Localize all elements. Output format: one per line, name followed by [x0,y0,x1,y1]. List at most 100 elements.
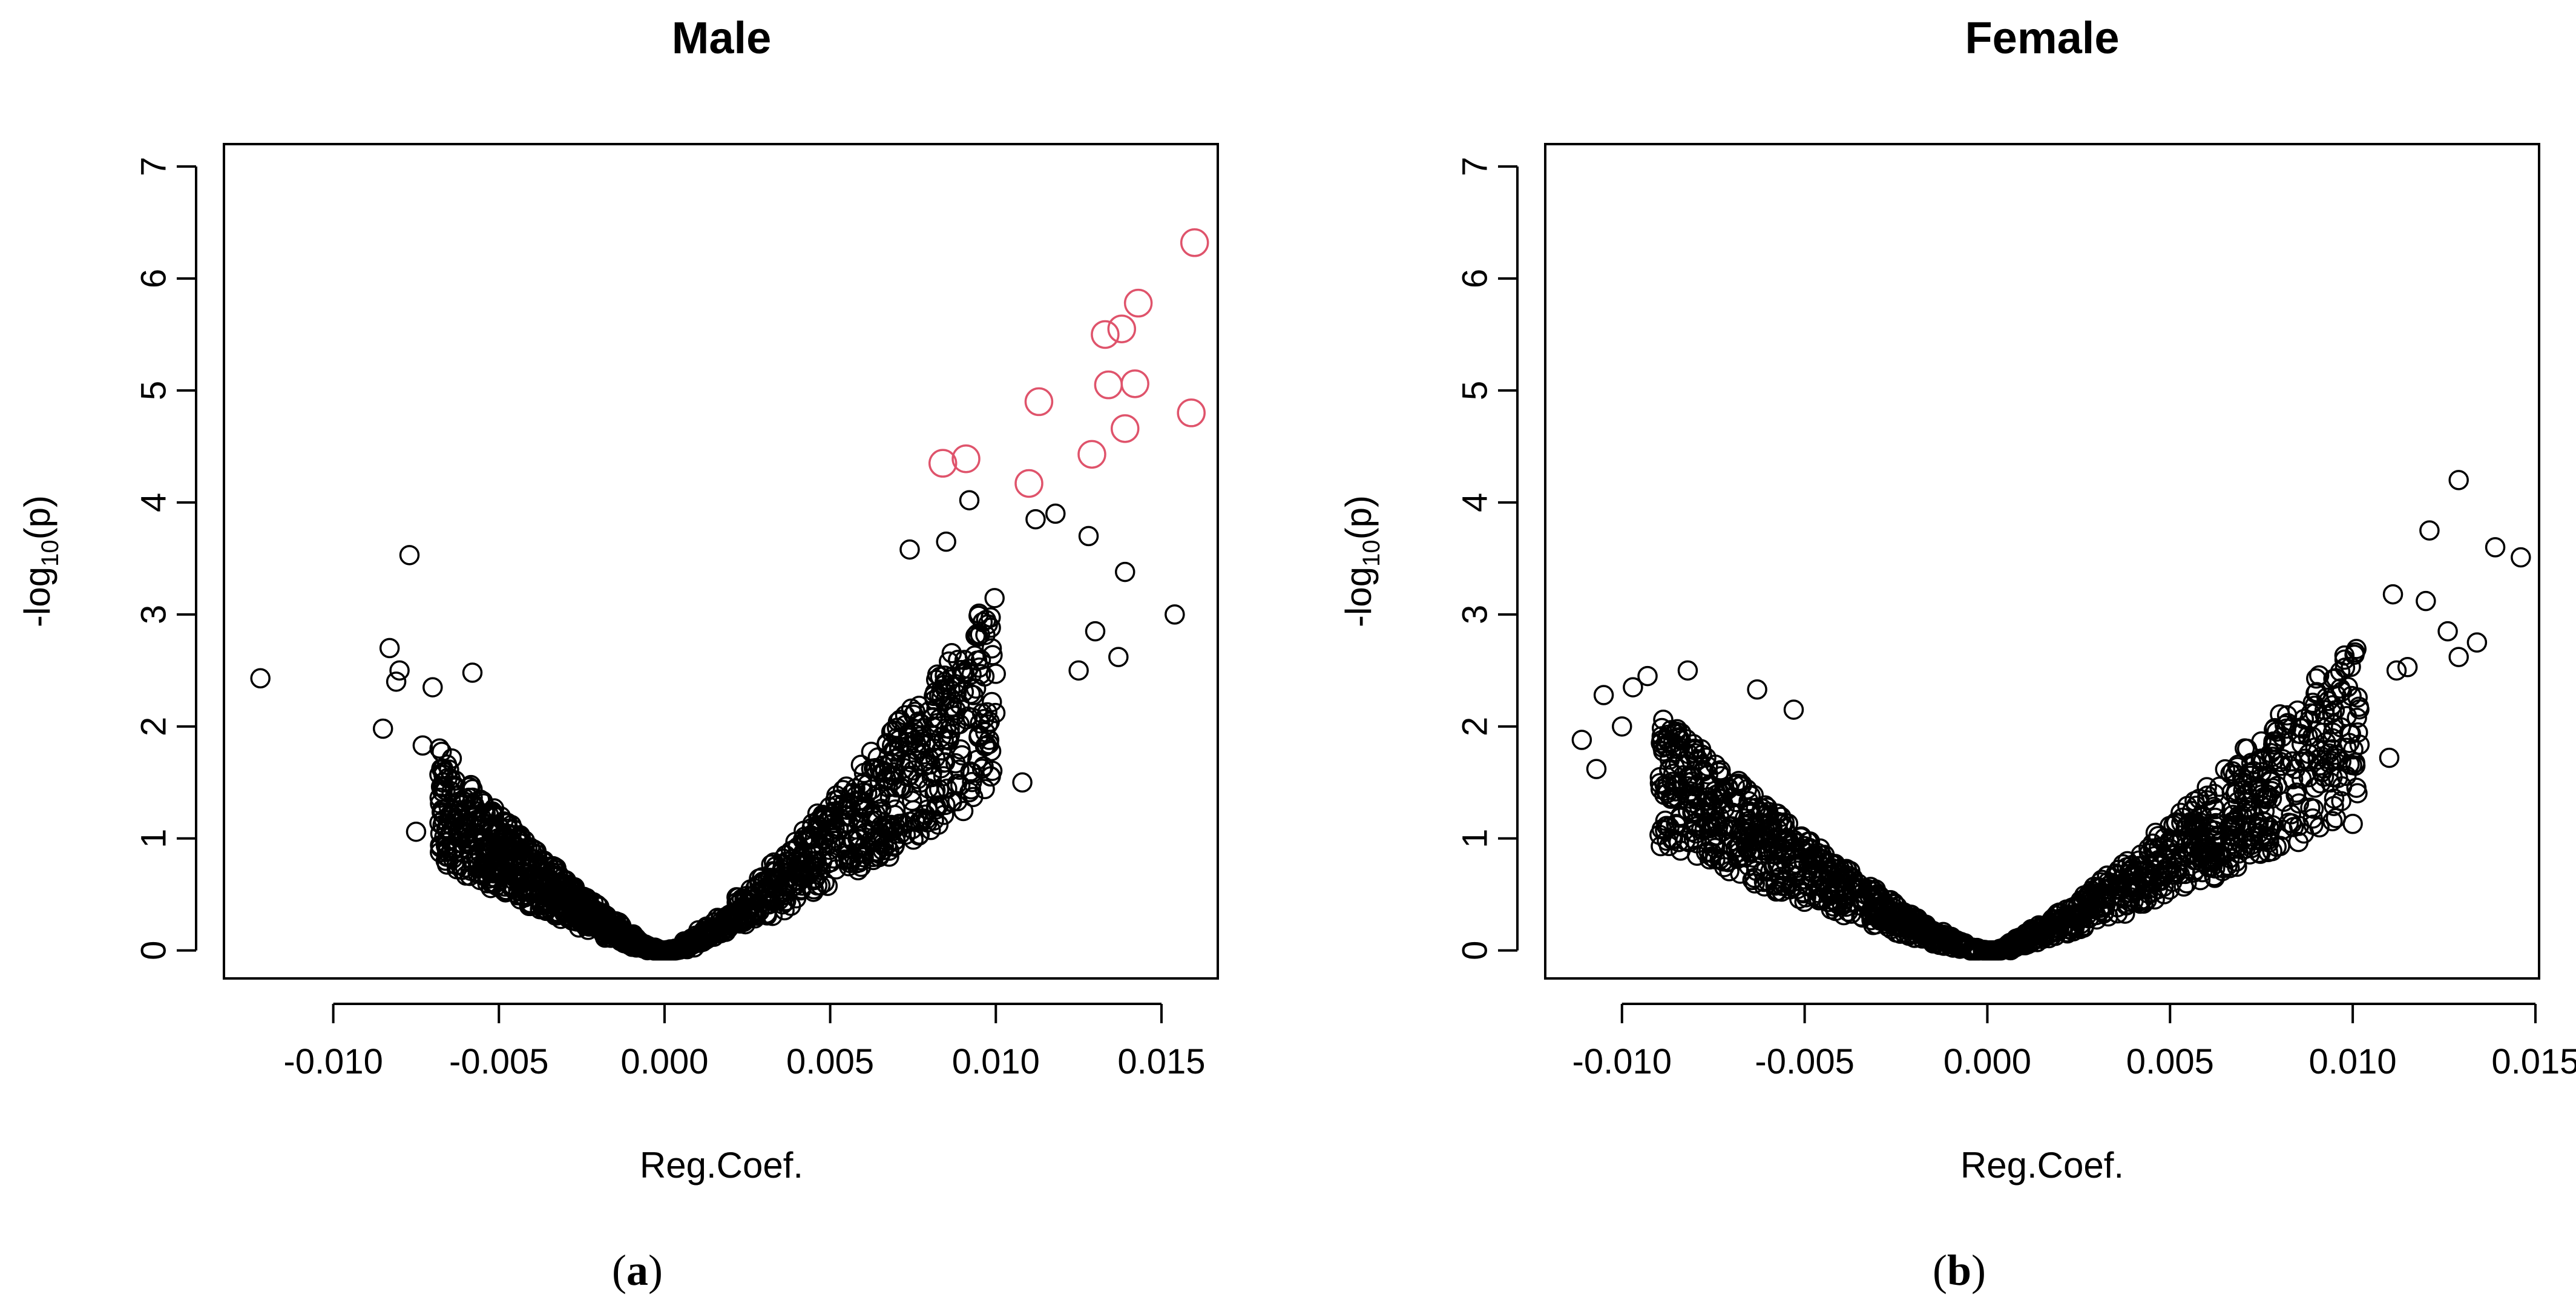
data-point [372,718,393,739]
y-tick-label: 0 [1456,941,1495,960]
data-point [2220,830,2241,851]
data-point [2252,825,2273,846]
data-point [936,531,956,552]
data-point [1180,228,1209,257]
x-axis: -0.010 -0.005 0.000 0.005 0.010 0.015 [283,1003,1206,1081]
y-tick-label: 5 [134,381,174,400]
data-point [1880,889,1901,911]
data-point [1680,788,1701,809]
data-point [861,779,882,800]
series-other [1571,470,2531,961]
data-point [379,638,400,659]
data-point [1024,387,1054,417]
data-point [781,840,801,862]
data-point [2309,817,2330,838]
data-point [2302,693,2324,713]
data-point [2341,685,2362,707]
data-point [960,761,981,782]
data-point [981,740,1002,762]
data-point [2185,814,2206,836]
data-point [533,851,554,871]
data-point [815,805,836,826]
data-point [1931,930,1952,951]
data-point [2070,890,2091,911]
data-point [1914,914,1934,935]
data-point [2278,813,2299,833]
data-point [924,810,944,831]
data-point [1593,685,1614,705]
data-point [488,837,508,858]
data-point [483,857,504,879]
data-point [715,906,736,928]
data-point [832,780,853,800]
data-point [1678,776,1699,797]
data-point [1623,677,1643,698]
data-point [1743,785,1764,805]
data-point [1884,915,1905,937]
data-point [1110,414,1140,443]
data-point [437,768,458,788]
data-point [2262,777,2284,799]
y-axis-label: -log10(p) [1338,495,1385,627]
data-point [1676,785,1697,806]
data-point [1649,767,1671,788]
data-point [2202,852,2223,872]
data-point [462,807,484,828]
data-point [2150,871,2171,891]
data-point [2110,876,2131,897]
data-point [2270,704,2290,725]
x-tick-label: -0.005 [1755,1042,1854,1081]
data-point [918,778,939,799]
data-point [1659,817,1680,838]
data-point [2224,816,2244,837]
data-point [433,762,454,782]
data-point [2243,760,2264,782]
data-point [455,857,476,878]
data-point [1864,881,1885,902]
data-point [975,624,996,645]
data-point [928,449,958,478]
data-point [2293,708,2315,730]
data-point [2215,759,2236,780]
data-point [1864,889,1885,910]
data-point [1744,873,1766,894]
x-tick-label: -0.005 [449,1042,548,1081]
y-tick-label: 2 [1456,717,1495,736]
data-point [483,805,504,825]
data-point [614,930,635,951]
data-point [518,885,539,906]
data-point [746,905,767,926]
data-point [2244,754,2265,774]
data-point [1068,660,1089,681]
data-point [2171,813,2192,833]
data-point [921,820,941,840]
data-point [2220,857,2240,879]
data-point [910,739,930,760]
data-point [671,938,691,960]
data-point [941,696,962,717]
data-point [1764,854,1785,876]
data-point [889,740,910,760]
x-axis: -0.010 -0.005 0.000 0.005 0.010 0.015 [1572,1003,2576,1081]
x-tick-label: 0.015 [1117,1042,1205,1081]
data-point [850,790,872,811]
data-point [978,614,998,635]
data-point [2107,897,2128,918]
data-point [470,790,490,810]
panel-caption-b: (b) [1933,1246,1986,1294]
y-tick-label: 2 [134,717,174,736]
data-point [2261,788,2282,809]
data-point [775,892,795,912]
data-point [614,924,636,945]
data-point [968,725,990,745]
data-point [2060,916,2081,937]
data-point [2326,685,2347,705]
data-point [838,792,859,813]
y-axis-label-suffix: (p) [17,495,58,539]
data-point [1637,665,1658,687]
data-point [2303,798,2324,819]
data-point [436,842,458,862]
data-point [2189,788,2210,810]
data-point [940,679,961,701]
